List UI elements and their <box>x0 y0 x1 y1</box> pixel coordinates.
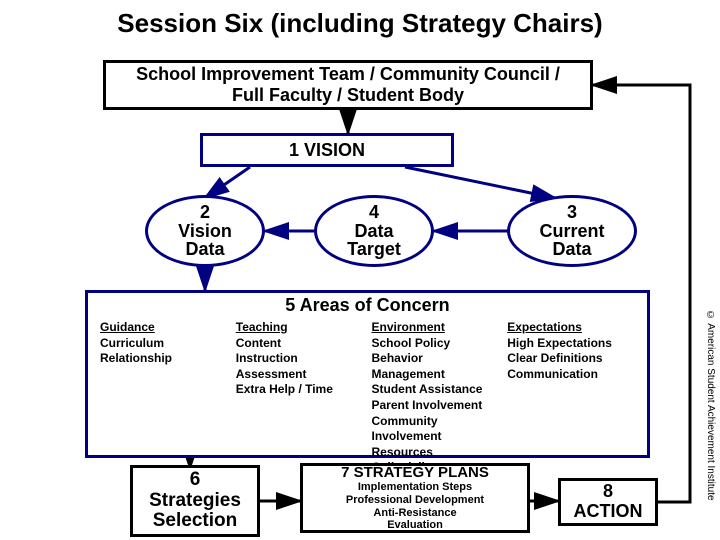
oval-l2: Data <box>185 240 224 259</box>
column-item: Student Assistance <box>372 382 500 398</box>
oval-l1: Data <box>354 222 393 241</box>
oval-num: 4 <box>369 203 379 222</box>
column-item: Clear Definitions <box>507 351 635 367</box>
header-line2: Full Faculty / Student Body <box>232 85 464 106</box>
oval-num: 3 <box>567 203 577 222</box>
column-header: Guidance <box>100 320 228 336</box>
action-box: 8 ACTION <box>558 478 658 526</box>
oval-l1: Current <box>539 222 604 241</box>
oval-data-target: 4DataTarget <box>314 195 434 267</box>
plans-title: 7 STRATEGY PLANS <box>341 464 489 481</box>
oval-current-data: 3CurrentData <box>507 195 637 267</box>
plan-item: Implementation Steps <box>346 481 484 494</box>
column-header: Environment <box>372 320 500 336</box>
column-header: Expectations <box>507 320 635 336</box>
column-header: Teaching <box>236 320 364 336</box>
column-item: Resources <box>372 445 500 461</box>
oval-num: 2 <box>200 203 210 222</box>
action-label: ACTION <box>574 502 643 522</box>
column-item: Curriculum <box>100 336 228 352</box>
header-line1: School Improvement Team / Community Coun… <box>136 64 560 85</box>
column-item: Community Involvement <box>372 414 500 445</box>
action-num: 8 <box>603 482 613 502</box>
column-item: Instruction <box>236 351 364 367</box>
strategies-num: 6 <box>190 470 201 491</box>
plan-item: Professional Development <box>346 494 484 507</box>
header-team-box: School Improvement Team / Community Coun… <box>103 60 593 110</box>
page-title: Session Six (including Strategy Chairs) <box>0 0 720 39</box>
areas-title: 5 Areas of Concern <box>88 293 647 316</box>
strategies-selection-box: 6 Strategies Selection <box>130 465 260 537</box>
plans-items: Implementation StepsProfessional Develop… <box>346 481 484 532</box>
column-item: Relationship <box>100 351 228 367</box>
oval-l2: Target <box>347 240 401 259</box>
plan-item: Anti-Resistance <box>346 507 484 520</box>
connector-arrow <box>205 167 250 198</box>
vision-box: 1 VISION <box>200 133 454 167</box>
areas-of-concern-box: 5 Areas of Concern GuidanceCurriculumRel… <box>85 290 650 458</box>
column-item: Parent Involvement <box>372 398 500 414</box>
copyright-text: © American Student Achievement Institute <box>705 310 716 501</box>
column-item: High Expectations <box>507 336 635 352</box>
column-item: School Policy <box>372 336 500 352</box>
column-item: Communication <box>507 367 635 383</box>
strategy-plans-box: 7 STRATEGY PLANS Implementation StepsPro… <box>300 463 530 533</box>
column-item: Assessment <box>236 367 364 383</box>
strategies-l1: Strategies <box>149 491 241 512</box>
column-item: Behavior Management <box>372 351 500 382</box>
column-item: Content <box>236 336 364 352</box>
oval-l2: Data <box>552 240 591 259</box>
plan-item: Evaluation <box>346 519 484 532</box>
vision-label: 1 VISION <box>289 140 365 161</box>
strategies-l2: Selection <box>153 511 237 532</box>
connector-arrow <box>405 167 555 198</box>
column-item: Extra Help / Time <box>236 382 364 398</box>
oval-vision-data: 2VisionData <box>145 195 265 267</box>
oval-l1: Vision <box>178 222 232 241</box>
